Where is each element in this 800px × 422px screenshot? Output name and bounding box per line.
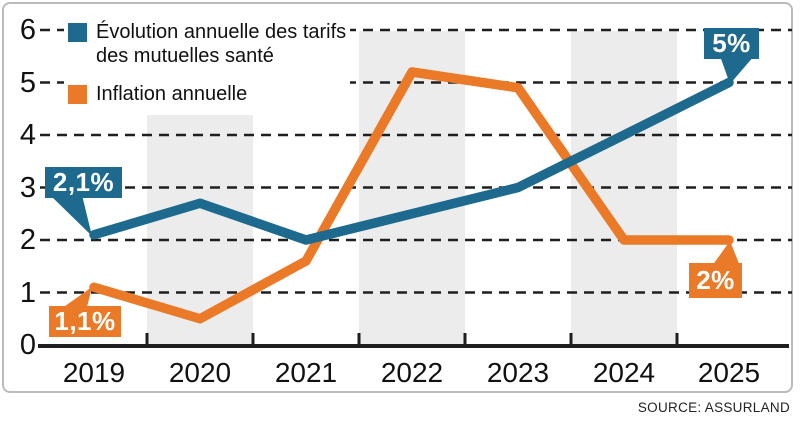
- x-tick-label: 2024: [592, 357, 656, 388]
- series-line-inflation: [89, 67, 734, 324]
- x-tick-label: 2022: [380, 357, 444, 388]
- x-tick-label: 2023: [486, 357, 550, 388]
- x-tick-label: 2019: [62, 357, 126, 388]
- legend-label: Inflation annuelle: [96, 82, 247, 106]
- series-swatch-orange-icon: [68, 85, 87, 104]
- legend-label-line: Inflation annuelle: [96, 83, 248, 105]
- series-line-tarifs: [89, 77, 734, 245]
- y-tick-label: 0: [19, 329, 36, 361]
- callout-tarifs-2019: 2,1%: [45, 167, 122, 198]
- callout-inflation-2019: 1,1%: [49, 306, 121, 337]
- legend-label: Évolution annuelle des tarifs des mutuel…: [96, 20, 346, 68]
- callout-tail: [50, 195, 92, 236]
- callout-tail: [720, 56, 754, 84]
- legend: Évolution annuelle des tarifs des mutuel…: [64, 12, 351, 112]
- y-tick-label: 2: [19, 224, 36, 256]
- legend-label-line: Évolution annuelle des tarifs: [96, 21, 347, 43]
- x-tick-label: 2020: [168, 357, 232, 388]
- y-tick-label: 1: [19, 277, 36, 309]
- y-tick-label: 5: [19, 67, 36, 99]
- source-credit: SOURCE: ASSURLAND: [637, 400, 790, 415]
- callout-tarifs-2025: 5%: [704, 28, 759, 59]
- legend-label-line: des mutuelles santé: [96, 45, 274, 67]
- chart-frame: [2, 2, 793, 393]
- y-tick-label: 6: [19, 14, 36, 46]
- x-tick-label: 2021: [274, 357, 338, 388]
- callout-tail: [712, 241, 740, 266]
- y-tick-label: 3: [19, 172, 36, 204]
- year-band: [359, 31, 465, 345]
- y-tick-label: 4: [19, 119, 36, 151]
- callout-tail: [58, 287, 92, 311]
- callout-inflation-2025: 2%: [689, 263, 742, 298]
- legend-item-inflation: Inflation annuelle: [68, 82, 346, 106]
- legend-item-tarifs: Évolution annuelle des tarifs des mutuel…: [68, 20, 346, 68]
- series-swatch-blue-icon: [68, 23, 87, 42]
- x-tick-label: 2025: [697, 357, 761, 388]
